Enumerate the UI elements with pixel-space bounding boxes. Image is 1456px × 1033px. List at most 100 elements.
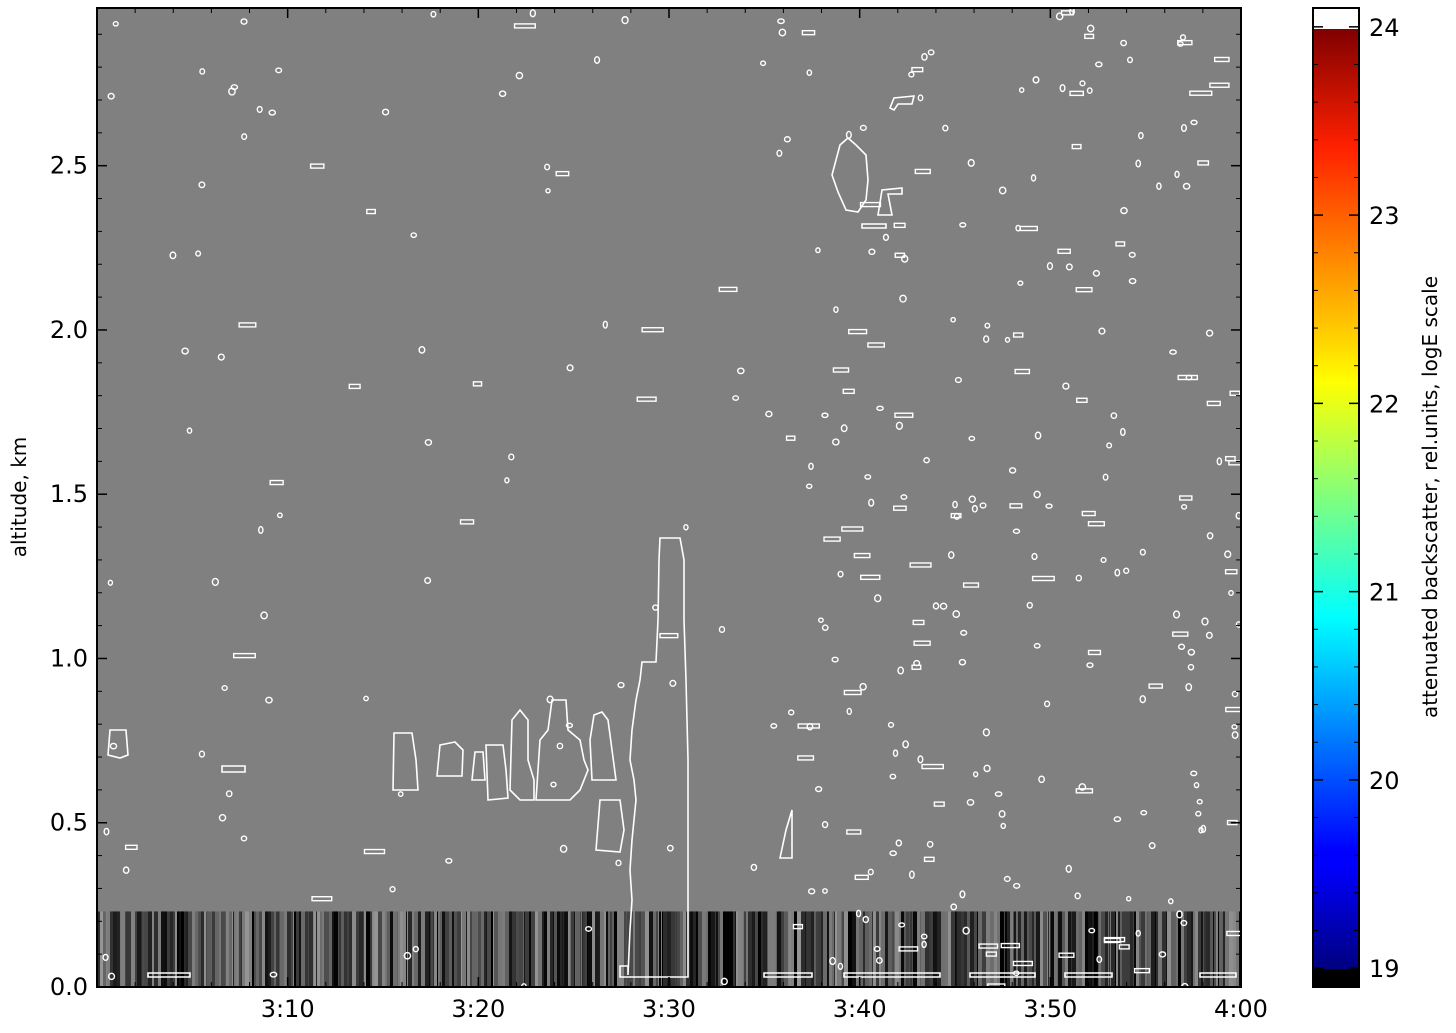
noise-column: [1136, 911, 1139, 987]
noise-column: [1198, 911, 1201, 987]
noise-column: [662, 911, 663, 987]
speckle: [211, 577, 219, 587]
noise-column: [612, 911, 614, 987]
speckle: [1196, 798, 1203, 805]
speckle: [1026, 601, 1033, 609]
speckle: [652, 604, 659, 611]
noise-column: [278, 911, 279, 987]
speckle: [1177, 41, 1184, 47]
cloud-patch-contour: [831, 95, 916, 229]
speckle: [776, 149, 783, 157]
noise-column: [429, 911, 430, 987]
speckle: [950, 316, 956, 323]
noise-column: [568, 911, 570, 987]
speckle: [960, 629, 968, 636]
noise-column: [841, 911, 842, 987]
noise-column: [690, 911, 693, 987]
noise-column: [131, 911, 135, 987]
noise-column: [299, 911, 300, 987]
speckle: [309, 163, 325, 169]
speckle: [1031, 575, 1055, 582]
noise-column: [97, 911, 100, 987]
noise-column: [524, 911, 525, 987]
noise-column: [373, 911, 375, 987]
speckle: [952, 610, 961, 618]
noise-column: [1158, 911, 1162, 987]
speckle: [381, 108, 390, 116]
speckle: [874, 594, 882, 603]
noise-column: [177, 911, 179, 987]
noise-column: [525, 911, 529, 987]
noise-column: [869, 911, 872, 987]
noise-column: [794, 911, 797, 987]
speckle: [894, 252, 906, 258]
noise-column: [206, 911, 207, 987]
noise-column: [538, 911, 542, 987]
noise-column: [956, 911, 957, 987]
noise-column: [811, 911, 814, 987]
noise-column: [300, 911, 301, 987]
speckle: [363, 695, 369, 702]
noise-column: [1088, 911, 1091, 987]
speckle: [933, 801, 945, 807]
noise-column: [676, 911, 677, 987]
noise-column: [294, 911, 296, 987]
noise-column: [1046, 911, 1047, 987]
speckle: [894, 412, 914, 418]
noise-column: [560, 911, 562, 987]
noise-column: [1094, 911, 1097, 987]
x-tick-label: 3:30: [642, 995, 696, 1023]
colorbar-tick-label: 19: [1369, 955, 1400, 983]
noise-column: [1027, 911, 1029, 987]
noise-column: [1147, 911, 1148, 987]
noise-column: [925, 911, 929, 987]
noise-column: [1054, 911, 1057, 987]
noise-column: [461, 911, 462, 987]
speckle: [498, 90, 507, 98]
noise-column: [135, 911, 137, 987]
speckle: [892, 749, 899, 757]
noise-column: [921, 911, 925, 987]
speckle: [821, 821, 829, 829]
noise-column: [1021, 911, 1024, 987]
noise-column: [531, 911, 535, 987]
speckle: [950, 903, 958, 911]
speckle: [1079, 80, 1086, 87]
noise-column: [329, 911, 332, 987]
noise-column: [502, 911, 505, 987]
noise-column: [398, 911, 400, 987]
noise-column: [271, 911, 274, 987]
colorbar-under: [1313, 969, 1359, 987]
noise-column: [1175, 911, 1176, 987]
speckle: [1019, 225, 1038, 232]
speckle: [859, 124, 867, 132]
noise-column: [797, 911, 801, 987]
noise-column: [1092, 911, 1094, 987]
noise-column: [592, 911, 595, 987]
noise-column: [876, 911, 879, 987]
noise-column: [1040, 911, 1043, 987]
noise-column: [667, 911, 671, 987]
speckle: [1013, 882, 1021, 889]
noise-column: [434, 911, 437, 987]
speckle: [898, 946, 919, 952]
noise-column: [291, 911, 293, 987]
speckle: [1098, 327, 1106, 335]
noise-column: [378, 911, 382, 987]
noise-column: [913, 911, 917, 987]
speckle: [1200, 824, 1207, 833]
noise-column: [639, 911, 641, 987]
speckle: [909, 562, 932, 568]
speckle: [893, 505, 907, 511]
speckle: [1235, 621, 1241, 628]
noise-column: [906, 911, 909, 987]
speckle: [615, 859, 622, 867]
speckle: [1062, 382, 1070, 390]
noise-column: [1130, 911, 1133, 987]
noise-column: [617, 911, 620, 987]
noise-column: [892, 911, 894, 987]
noise-column: [259, 911, 262, 987]
speckle: [908, 71, 915, 78]
speckle: [1074, 892, 1081, 900]
noise-column: [505, 911, 509, 987]
